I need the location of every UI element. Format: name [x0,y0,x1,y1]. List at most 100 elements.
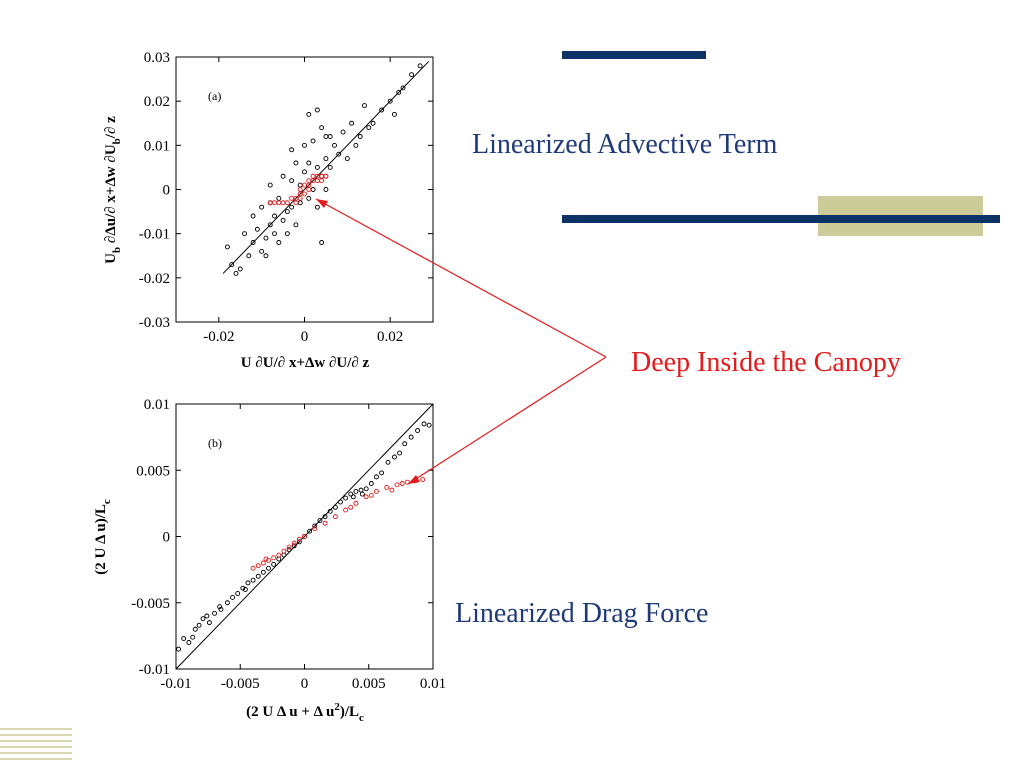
data-point-black [242,587,248,592]
data-point-red [276,200,282,206]
data-point-red [289,195,295,201]
data-point-red [297,195,303,201]
title-advective: Linearized Advective Term [472,129,778,160]
y-tick-label: 0.01 [144,397,170,413]
data-point-black [297,182,303,188]
data-point-black [196,622,202,628]
data-point-black [259,204,265,210]
data-point-black [306,195,312,201]
data-point-black [310,138,316,144]
data-point-black [267,182,273,188]
y-tick-label: -0.03 [139,315,170,331]
data-point-black [190,634,196,640]
data-point-red [399,481,405,486]
data-point-black [297,200,303,206]
chart-advective: -0.02 0 0.02 -0.03 -0.02 -0.01 0 0.01 0.02 0.03 (a… [103,50,434,371]
data-point-black [306,111,312,117]
panel-label: (a) [208,89,221,103]
data-point-black [332,142,337,148]
data-point-black [353,142,359,148]
data-point-black [306,160,312,166]
data-point-black [280,173,286,179]
y-tick-label: 0 [163,530,171,546]
data-point-red [302,182,307,188]
data-point-black [400,85,406,91]
data-point-black [322,514,328,520]
data-point-black [417,63,423,69]
data-point-red [368,492,374,498]
data-point-black [323,156,329,162]
y-axis-label: (2 U Δ u)/Lc [93,499,113,575]
data-point-black [366,125,372,131]
data-point-red [384,485,390,490]
data-point-black [397,450,403,456]
chart-drag: -0.01 -0.005 0 0.005 0.01 -0.01 -0.005 0 0.005 0.… [93,397,446,724]
x-axis-label: U ∂U/∂ x+Δw ∂U/∂ z [241,355,370,371]
data-point-black [349,120,355,126]
data-point-black [240,585,246,591]
arrow-head-lower [408,475,420,484]
x-tick-label: -0.005 [221,676,260,692]
data-point-black [359,491,365,497]
data-point-black [293,160,299,166]
x-tick-label: 0 [301,329,309,345]
data-point-red [353,500,359,506]
data-point-black [233,270,239,276]
data-point-black [344,156,350,162]
data-point-red [266,557,271,563]
data-point-black [340,129,346,135]
data-point-black [343,495,349,501]
data-point-red [271,555,277,561]
data-point-black [317,518,323,524]
data-point-black [266,565,271,571]
data-point-black [368,481,374,486]
data-point-red [250,565,256,571]
data-point-black [426,422,432,428]
data-point-black [224,600,230,606]
data-point-red [293,200,299,206]
data-point-black [421,421,427,427]
data-point-black [392,454,397,460]
data-point-red [404,479,410,485]
data-point-red [319,173,325,179]
y-tick-label: -0.02 [139,271,170,287]
x-axis-label: (2 U Δ u + Δ u2)/Lc [246,701,364,724]
data-point-black [217,604,223,610]
data-point-black [387,98,393,104]
data-point-black [312,523,318,529]
data-point-black [230,595,235,600]
data-point-red [291,540,297,546]
data-point-red [272,200,277,206]
data-point-black [286,547,292,553]
data-point-black [204,613,210,619]
data-point-black [276,240,282,245]
data-point-black [350,494,356,500]
data-point-black [246,253,252,259]
data-point-red [284,200,290,206]
data-point-black [385,459,391,465]
y-tick-label: 0 [163,183,171,199]
data-point-black [260,569,266,575]
data-point-red [286,544,292,550]
data-point-black [206,620,212,626]
data-point-red [420,477,426,482]
data-point-black [307,528,313,534]
arrow-line-upper [315,198,607,358]
data-point-black [291,543,297,549]
data-point-red [263,556,269,562]
data-point-black [229,262,235,268]
data-point-black [224,244,230,250]
reference-line [222,61,430,274]
data-point-black [310,187,316,192]
data-point-black [396,89,402,95]
data-point-black [336,151,342,157]
x-tick-label: -0.01 [160,676,191,692]
data-point-black [358,487,364,493]
data-point-red [319,178,325,184]
data-point-black [218,606,224,612]
data-point-black [374,474,379,480]
data-point-red [314,178,320,184]
y-axis-label: Ub ∂Δu/∂ x+Δw ∂Ub/∂ z [103,116,123,264]
data-point-black [263,235,269,241]
